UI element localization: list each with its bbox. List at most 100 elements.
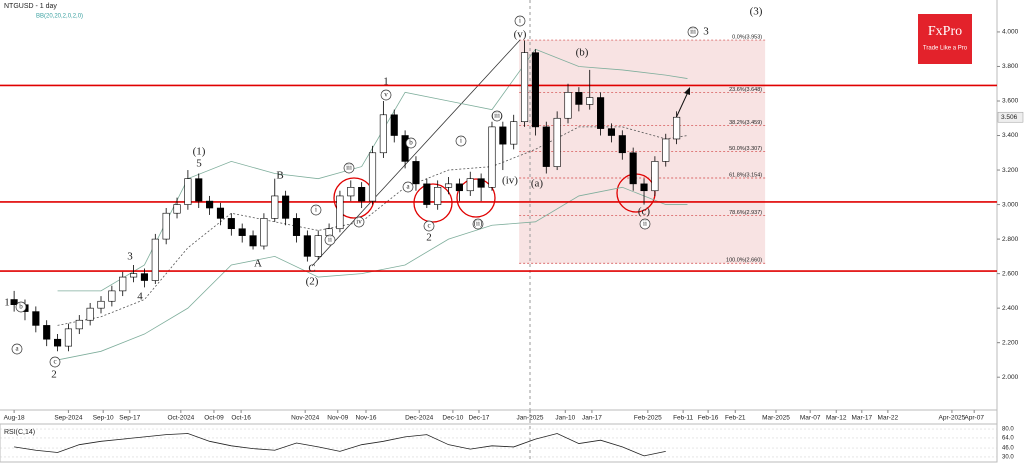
wave-label: c — [53, 358, 56, 366]
fib-label: 78.6%(2.937) — [729, 210, 762, 216]
x-tick-label: Feb-16 — [698, 415, 719, 422]
wave-label: v — [384, 91, 388, 99]
candle-body — [531, 52, 539, 128]
wave-circle — [11, 343, 23, 355]
candle-body — [510, 121, 518, 145]
wave-label: i — [519, 17, 521, 25]
wave-label: iv — [356, 218, 362, 226]
wave-label: 5 — [196, 158, 202, 170]
x-tick-label: Nov-09 — [327, 415, 348, 422]
candle-body — [466, 178, 474, 192]
x-tick-label: Mar-22 — [878, 415, 899, 422]
wave-label: (c) — [638, 206, 651, 218]
candle-body — [401, 135, 409, 162]
wave-label: iii — [346, 164, 352, 172]
candle-body — [271, 195, 279, 219]
logo-name: FxPro — [928, 24, 962, 39]
candle-body — [336, 195, 344, 230]
rsi-line — [14, 433, 666, 457]
wave-circle — [324, 234, 336, 246]
x-tick-label: Oct-2024 — [167, 415, 194, 422]
candle-body — [499, 126, 507, 145]
x-tick-label: Apr-07 — [964, 415, 984, 422]
wave-circle — [380, 89, 392, 101]
x-tick-label: Jan-17 — [582, 415, 602, 422]
candle-body — [10, 299, 18, 305]
candle-body — [97, 300, 105, 309]
fib-label: 50.0%(3.307) — [729, 146, 762, 152]
wave-label: c — [427, 222, 430, 230]
candle-body — [368, 152, 377, 202]
wave-circle — [353, 216, 365, 228]
y-tick-label: 2.600 — [1002, 270, 1019, 277]
wave-label: (iv) — [502, 175, 518, 187]
candle-body — [86, 307, 94, 321]
logo-tagline: Trade Like a Pro — [923, 46, 968, 52]
candle-body — [119, 276, 127, 292]
wave-circle — [310, 204, 322, 216]
wave-circle — [639, 218, 651, 230]
wave-circle — [343, 162, 355, 174]
candle-body — [521, 52, 529, 123]
candle-body — [140, 273, 149, 281]
indicator-label: BB(20,20,2,0,2,0) — [36, 14, 83, 20]
rsi-tick-label: 46.0 — [1002, 446, 1014, 452]
y-tick-label: 2.800 — [1002, 236, 1019, 243]
wave-label: (b) — [576, 47, 589, 59]
wave-label: (ii) — [474, 220, 483, 228]
candle-body — [423, 183, 431, 205]
x-tick-label: Mar-2025 — [762, 415, 790, 422]
candle-body — [206, 200, 214, 209]
rsi-tick-label: 80.0 — [1002, 427, 1014, 433]
wave-circle — [491, 110, 503, 122]
candle-body — [618, 135, 626, 154]
x-tick-label: Oct-09 — [204, 415, 224, 422]
y-tick-label: 2.000 — [1002, 374, 1019, 381]
y-tick-label: 3.800 — [1002, 63, 1019, 70]
wave-label: b — [19, 303, 23, 311]
rsi-panel — [0, 423, 998, 463]
rsi-title: RSI(C,14) — [4, 429, 35, 436]
wave-circle — [405, 137, 417, 149]
candle-body — [108, 290, 116, 302]
wave-label: 1 — [4, 297, 10, 309]
candle-body — [488, 126, 496, 188]
wave-label: i — [460, 137, 462, 145]
candle-body — [227, 218, 235, 230]
candle-body — [673, 116, 681, 140]
candle-body — [75, 319, 83, 330]
projection-arrow — [675, 87, 690, 119]
wave-circle — [15, 301, 27, 313]
x-tick-label: Mar-12 — [826, 415, 847, 422]
wave-label: (v) — [514, 29, 527, 41]
candle-body — [184, 178, 192, 205]
candle-body — [629, 152, 637, 185]
y-tick-label: 3.600 — [1002, 98, 1019, 105]
candle-body — [564, 92, 572, 119]
x-tick-label: Jan-2025 — [516, 415, 543, 422]
candle-body — [444, 183, 453, 188]
candle-body — [651, 161, 659, 192]
bollinger-middle — [57, 126, 688, 326]
candle-body — [249, 235, 257, 247]
candle-body — [173, 204, 181, 214]
wave-label: (2) — [306, 276, 319, 288]
wave-label: 2 — [426, 232, 432, 244]
x-tick-label: Sep-10 — [93, 415, 114, 422]
x-tick-label: Feb-21 — [725, 415, 746, 422]
candle-body — [130, 273, 138, 278]
candle-body — [238, 228, 246, 236]
wave-label: 3 — [703, 26, 709, 38]
x-tick-label: Aug-18 — [4, 415, 25, 422]
x-tick-label: Jan-10 — [555, 415, 575, 422]
wave-circle — [423, 220, 435, 232]
x-tick-label: Dec-2024 — [405, 415, 434, 422]
y-tick-label: 2.400 — [1002, 305, 1019, 312]
x-tick-label: Mar-07 — [800, 415, 821, 422]
wave-label: B — [276, 170, 283, 182]
x-tick-label: Dec-17 — [468, 415, 489, 422]
y-tick-label: 2.200 — [1002, 339, 1019, 346]
wave-label: (1) — [193, 146, 206, 158]
